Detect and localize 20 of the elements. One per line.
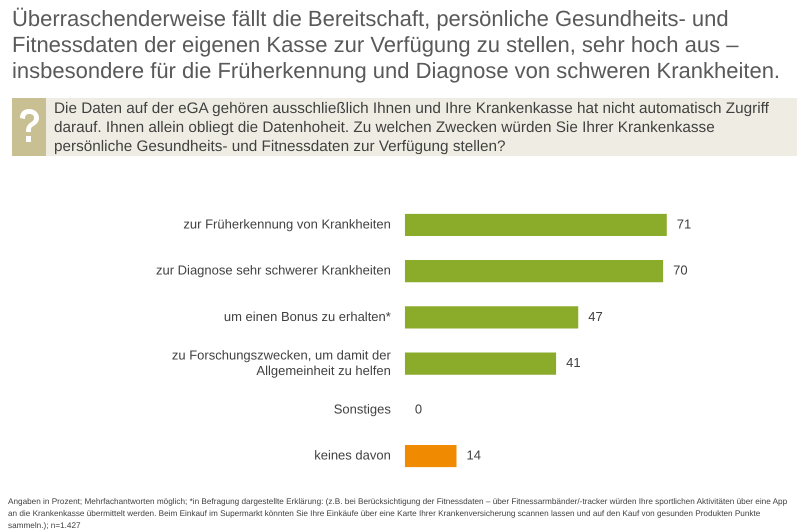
chart-subtitle: Die Daten auf der eGA gehören ausschließlich Ihnen und Ihre Krankenkasse hat nicht automatisch Zugriff darauf. Ihnen allein obliegt die Datenhoheit. Zu welchen Zwecken würden Sie Ihrer Krankenkasse persönliche Gesundheits- und Fitnessdaten zur Verfügung stellen? <box>54 99 770 156</box>
data-label: 41 <box>566 355 581 370</box>
text: Angaben in Prozent; Mehrfachantworten möglich; *in Befragung dargestellte Erklärung: (z.B. bei Berücksichtigung der Fitnessdaten – über Fitnessarmbänder/-tracker würden Ihre sportlichen Aktivitäten über eine App an die Krankenkasse übermittelt werden. Beim Einkauf im Supermarkt könnten Sie Ihre Einkäufe über eine Karte Ihrer Krankenversicherung scannen lassen und auf den Kauf von gesunden Produkten Punkte sammeln.); n=1.427 <box>8 496 788 531</box>
bar <box>404 444 456 468</box>
bar <box>404 306 578 328</box>
bar <box>404 260 664 282</box>
data-label: 0 <box>414 401 422 416</box>
data-label: 70 <box>673 262 688 278</box>
y-tick-label: um einen Bonus zu erhalten* <box>224 308 391 324</box>
data-label: 47 <box>588 308 603 324</box>
data-label: 71 <box>676 216 692 232</box>
bar <box>404 352 556 375</box>
y-tick-label: zur Diagnose sehr schwerer Krankheiten <box>156 262 391 278</box>
y-tick-label: zur Früherkennung von Krankheiten <box>183 216 391 232</box>
y-tick-label: Sonstiges <box>334 401 392 416</box>
data-label: 14 <box>466 448 481 463</box>
y-tick-label: zu Forschungszwecken, um damit der Allgemeinheit zu helfen <box>172 347 392 378</box>
y-tick-label: keines davon <box>314 448 391 463</box>
chart-title: Überraschenderweise fällt die Bereitschaft, persönliche Gesundheits- und Fitnessdaten der eigenen Kasse zur Verfügung zu stellen, sehr hoch aus – insbesondere für die Früherkennung und Diagnose von schweren Krankheiten. <box>12 6 782 84</box>
bar <box>404 214 667 236</box>
